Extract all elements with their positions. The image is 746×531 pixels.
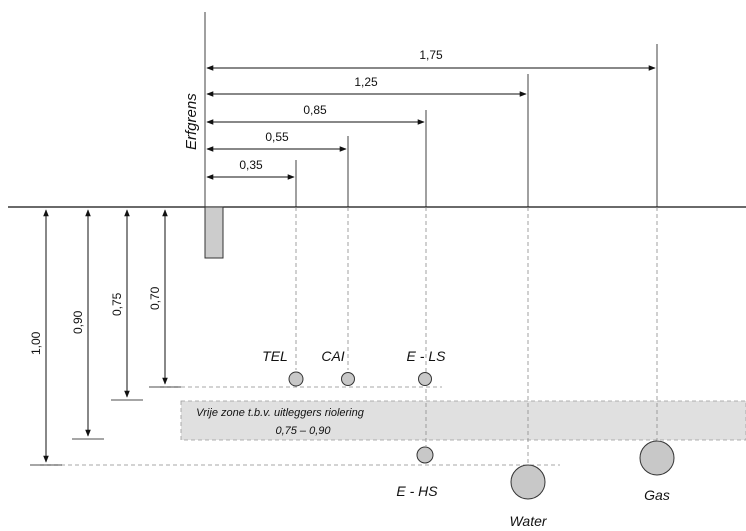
label-tel: TEL — [262, 348, 288, 364]
dim-label-1-25: 1,25 — [354, 75, 378, 89]
dim-label-0-85: 0,85 — [303, 103, 327, 117]
depth-label-0-70: 0,70 — [148, 286, 162, 310]
free-zone-range: 0,75 – 0,90 — [275, 425, 331, 437]
dim-label-0-35: 0,35 — [239, 158, 263, 172]
dim-label-0-55: 0,55 — [265, 130, 289, 144]
label-cai: CAI — [321, 348, 344, 364]
pipe-gas — [639, 440, 675, 476]
depth-label-0-75: 0,75 — [110, 292, 124, 316]
pipe-water — [510, 464, 546, 500]
pipe-e-ls — [418, 372, 432, 386]
depth-label-0-90: 0,90 — [71, 310, 85, 334]
free-zone-band — [180, 400, 746, 441]
boundary-post — [204, 206, 224, 259]
label-e-ls: E - LS — [407, 348, 447, 364]
dim-label-1-75: 1,75 — [419, 48, 443, 62]
depth-label-1-00: 1,00 — [29, 331, 43, 355]
label-water: Water — [509, 513, 547, 529]
label-e-hs: E - HS — [396, 483, 438, 499]
pipe-tel — [288, 371, 304, 387]
label-gas: Gas — [644, 487, 670, 503]
property-boundary-label: Erfgrens — [183, 93, 200, 150]
free-zone-label: Vrije zone t.b.v. uitleggers riolering — [196, 407, 365, 419]
pipe-cai — [341, 372, 355, 386]
pipe-e-hs — [416, 446, 434, 464]
